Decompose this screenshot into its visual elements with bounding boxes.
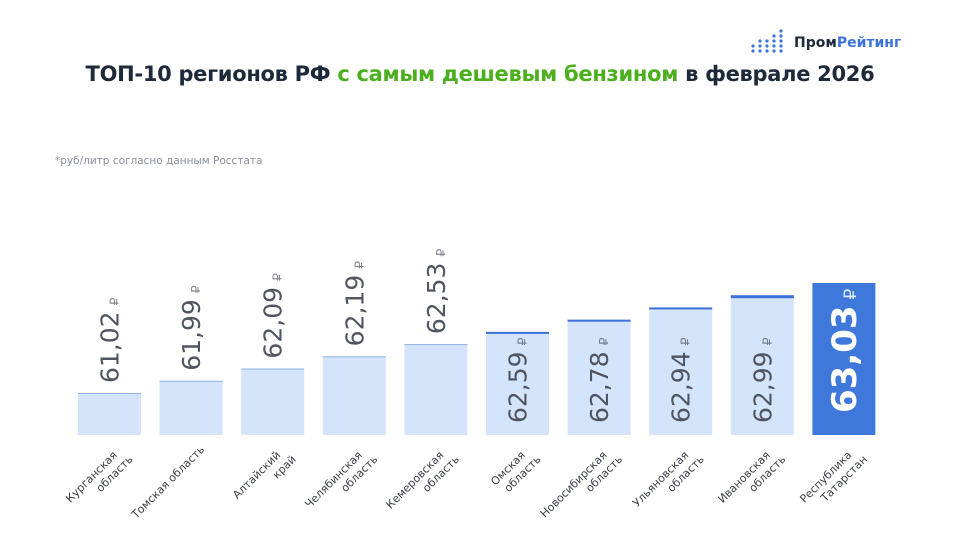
ruble-sign: ₽ xyxy=(351,261,366,269)
bar xyxy=(404,344,468,435)
category-label-line: Томская область xyxy=(128,443,207,522)
value-label: 62,99 ₽ xyxy=(748,337,777,423)
bar-top-line xyxy=(78,393,141,394)
bar-top-line xyxy=(730,295,794,299)
ruble-sign: ₽ xyxy=(515,337,530,345)
bar-top-line xyxy=(649,307,713,310)
ruble-sign: ₽ xyxy=(759,337,774,345)
bar xyxy=(649,307,713,435)
value-label: 62,53 ₽ xyxy=(422,249,451,335)
value-number: 62,09 xyxy=(259,287,288,359)
logo: ПромРейтинг xyxy=(750,28,901,54)
ruble-sign: ₽ xyxy=(433,249,448,257)
value-number: 62,78 xyxy=(585,351,614,423)
category-label: Омскаяобласть xyxy=(488,443,543,498)
category-label: РеспубликаТатарстан xyxy=(797,443,869,515)
value-number: 62,53 xyxy=(422,263,451,335)
category-label: Новосибирскаяобласть xyxy=(538,443,625,530)
bar-top-line xyxy=(322,356,386,358)
title-part-1: ТОП-10 регионов РФ xyxy=(85,62,338,86)
value-number: 62,59 xyxy=(504,351,533,423)
bar xyxy=(567,319,631,435)
value-label: 62,94 ₽ xyxy=(667,337,696,423)
bar-top-line xyxy=(159,380,223,382)
title-part-2: в феврале 2026 xyxy=(678,62,875,86)
category-label: Томская область xyxy=(128,443,207,522)
value-number: 61,02 xyxy=(96,311,125,383)
value-label: 61,99 ₽ xyxy=(177,285,206,371)
value-number: 62,94 xyxy=(667,351,696,423)
value-number: 61,99 xyxy=(177,299,206,371)
category-label: Челябинскаяобласть xyxy=(302,443,380,521)
chart-title: ТОП-10 регионов РФ с самым дешевым бензи… xyxy=(0,62,960,86)
bar xyxy=(159,380,223,435)
category-label: Ивановскаяобласть xyxy=(716,443,789,516)
bar-top-line xyxy=(404,344,468,346)
ruble-sign: ₽ xyxy=(678,337,693,345)
logo-dots-icon xyxy=(751,29,783,53)
bar-top-line xyxy=(241,368,305,370)
ruble-sign: ₽ xyxy=(270,273,285,281)
bar xyxy=(241,368,305,435)
ruble-sign: ₽ xyxy=(841,288,861,299)
bar-top-line xyxy=(486,331,549,334)
chart-subtitle: *руб/литр согласно данным Росстата xyxy=(55,155,263,167)
category-label: Алтайскийкрай xyxy=(230,443,298,511)
title-highlight: с самым дешевым бензином xyxy=(337,62,679,86)
logo-text-1: Пром xyxy=(794,34,837,51)
bar xyxy=(322,356,386,435)
ruble-sign: ₽ xyxy=(107,297,122,305)
bar-top-line xyxy=(567,319,631,322)
bar xyxy=(78,393,141,435)
value-label: 62,19 ₽ xyxy=(340,261,369,347)
value-label: 62,09 ₽ xyxy=(259,273,288,359)
value-label: 61,02 ₽ xyxy=(96,297,125,383)
ruble-sign: ₽ xyxy=(596,337,611,345)
value-number: 62,19 xyxy=(340,275,369,347)
value-number: 63,03 xyxy=(825,305,865,413)
category-label: Кемеровскаяобласть xyxy=(384,443,462,521)
bar xyxy=(812,283,876,435)
category-label: Курганскаяобласть xyxy=(63,443,135,515)
ruble-sign: ₽ xyxy=(188,285,203,293)
bar xyxy=(486,331,549,435)
value-number: 62,99 xyxy=(748,351,777,423)
bar xyxy=(730,295,794,435)
category-label: Ульяновскаяобласть xyxy=(630,443,707,520)
value-label: 62,59 ₽ xyxy=(504,337,533,423)
logo-text-2: Рейтинг xyxy=(836,34,902,51)
value-label: 63,03 ₽ xyxy=(825,288,865,413)
value-label: 62,78 ₽ xyxy=(585,337,614,423)
